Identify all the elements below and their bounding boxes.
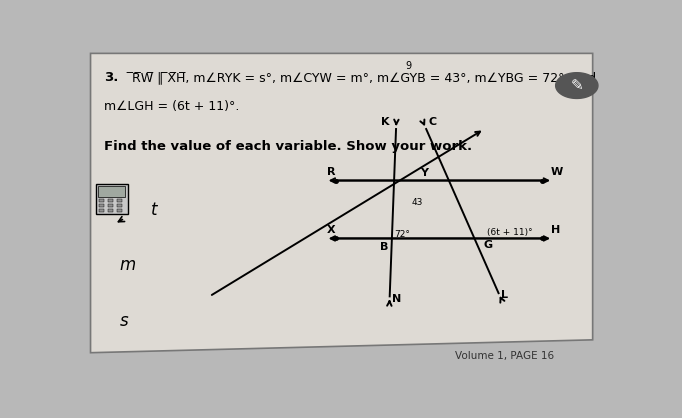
Text: N: N [391, 294, 401, 304]
Text: B: B [381, 242, 389, 252]
Text: 43: 43 [411, 198, 423, 207]
Bar [99, 209, 104, 212]
Polygon shape [556, 73, 598, 98]
Text: 3.: 3. [104, 71, 118, 84]
Bar [99, 204, 104, 207]
Text: (6t + 11)°: (6t + 11)° [487, 228, 533, 237]
Bar [95, 184, 128, 214]
Text: R: R [327, 167, 336, 177]
Bar [108, 204, 113, 207]
Text: m∠LGH = (6t + 11)°.: m∠LGH = (6t + 11)°. [104, 100, 239, 113]
Text: ̅R̅W̅ ∥ ̅X̅H̅, m∠RYK = s°, m∠CYW = m°, m∠GYB = 43°, m∠YBG = 72°, and: ̅R̅W̅ ∥ ̅X̅H̅, m∠RYK = s°, m∠CYW = m°, m… [133, 71, 597, 84]
Bar [108, 209, 113, 212]
Text: Find the value of each variable. Show your work.: Find the value of each variable. Show yo… [104, 140, 472, 153]
Text: K: K [381, 117, 389, 127]
Text: W: W [550, 167, 563, 177]
Polygon shape [91, 54, 593, 353]
Text: ✎: ✎ [570, 78, 583, 93]
Bar [117, 199, 122, 202]
Text: t: t [151, 201, 158, 219]
Text: C: C [428, 117, 436, 127]
Text: H: H [552, 224, 561, 234]
Bar [99, 199, 104, 202]
Bar [98, 186, 125, 197]
Bar [117, 204, 122, 207]
Text: G: G [484, 240, 493, 250]
Text: L: L [501, 290, 507, 300]
Text: 72°: 72° [394, 230, 411, 239]
Text: X: X [327, 224, 336, 234]
Text: Y: Y [420, 168, 428, 178]
Bar [117, 209, 122, 212]
Text: Volume 1, PAGE 16: Volume 1, PAGE 16 [456, 351, 554, 361]
Text: s: s [119, 313, 128, 331]
Text: 9: 9 [405, 61, 411, 71]
Text: m: m [119, 256, 136, 274]
Bar [108, 199, 113, 202]
